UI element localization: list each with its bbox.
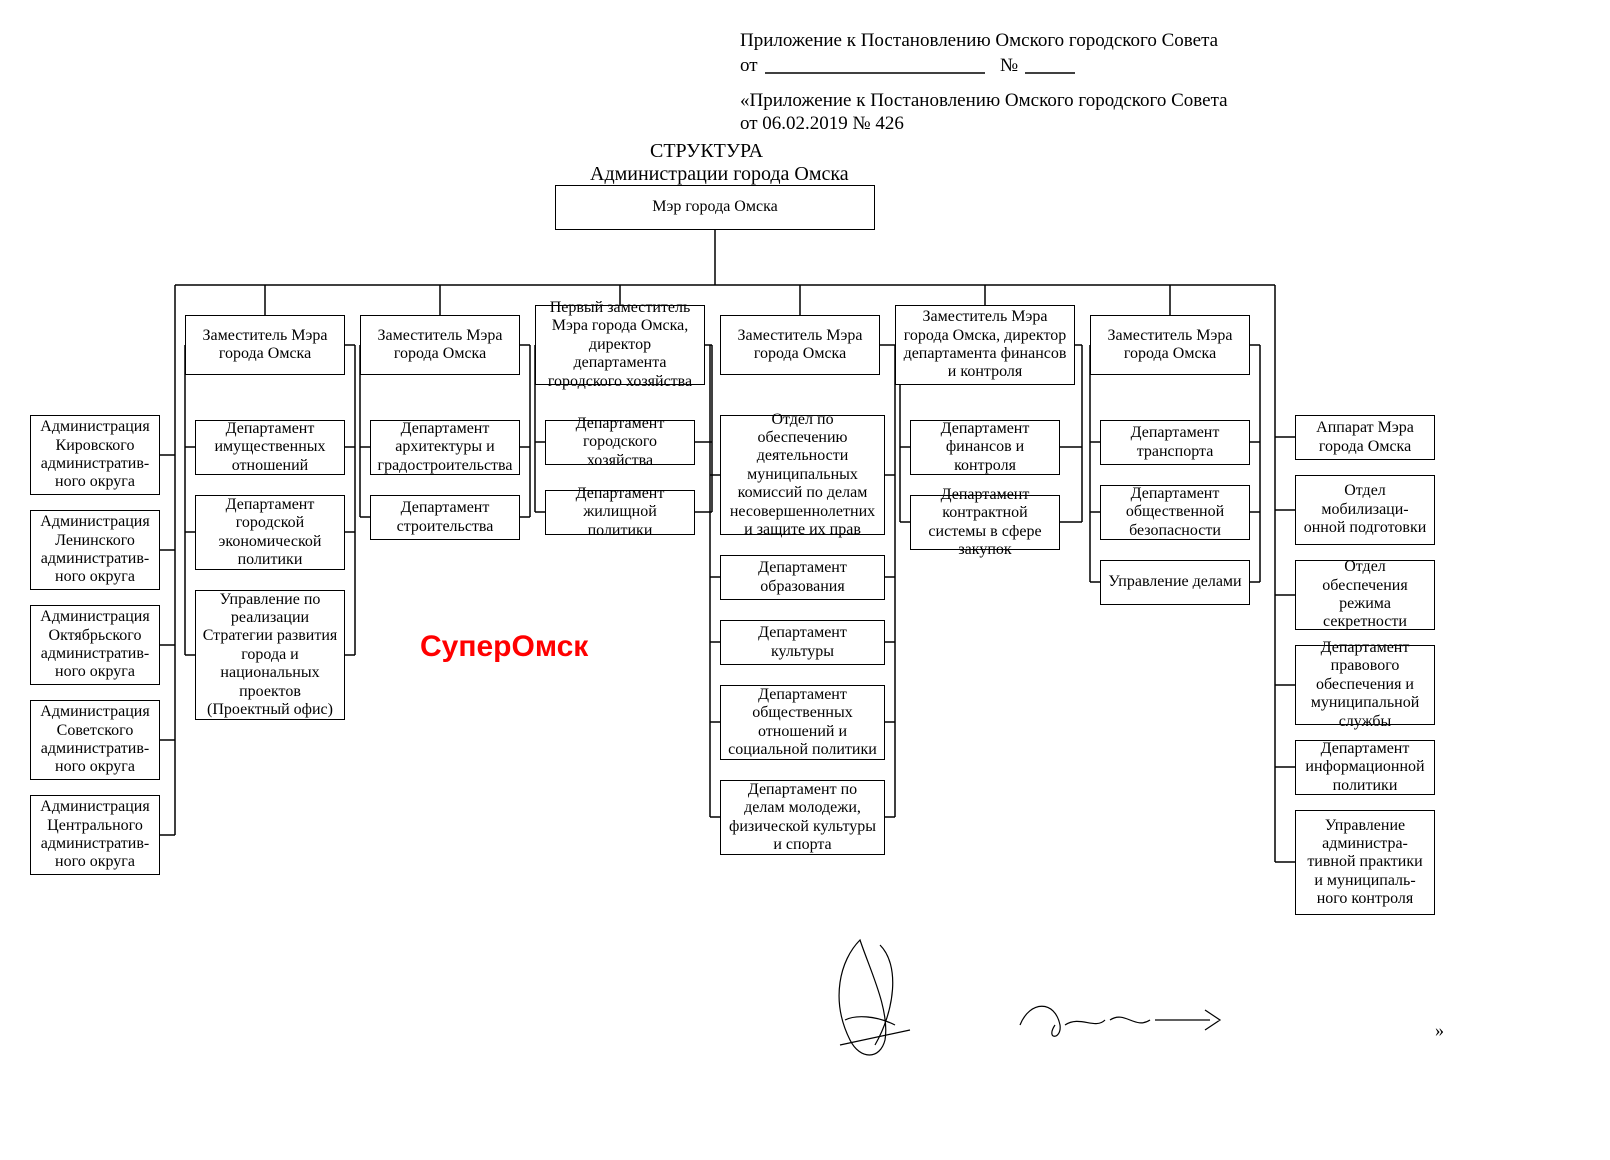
node-label-dep3: Первый заместитель Мэра города Омска, ди… [542,299,698,391]
node-label-d1a: Департамент имущественных отношений [202,420,338,475]
node-r3: Отдел обеспечения режима секретности [1295,560,1435,630]
node-d1b: Департамент городской экономической поли… [195,495,345,570]
node-label-l1: Администрация Кировского административ- … [37,418,153,492]
node-l1: Администрация Кировского административ- … [30,415,160,495]
node-d1c: Управление по реализации Стратегии разви… [195,590,345,720]
node-label-r1: Аппарат Мэра города Омска [1302,419,1428,456]
node-label-d4b: Департамент образования [727,559,878,596]
node-d4e: Департамент по делам молодежи, физическо… [720,780,885,855]
appendix-line-4: от 06.02.2019 № 426 [740,113,904,135]
node-label-d2b: Департамент строительства [377,499,513,536]
node-r1: Аппарат Мэра города Омска [1295,415,1435,460]
node-d6b: Департамент общественной безопасности [1100,485,1250,540]
node-dep1: Заместитель Мэра города Омска [185,315,345,375]
node-r5: Департамент информационной политики [1295,740,1435,795]
node-d4d: Департамент общественных отношений и соц… [720,685,885,760]
node-label-r3: Отдел обеспечения режима секретности [1302,558,1428,632]
node-r2: Отдел мобилизаци- онной подготовки [1295,475,1435,545]
closing-quote: » [1435,1020,1444,1041]
node-label-r6: Управление администра- тивной практики и… [1302,817,1428,909]
node-label-root: Мэр города Омска [652,198,777,216]
node-d2b: Департамент строительства [370,495,520,540]
node-d6a: Департамент транспорта [1100,420,1250,465]
node-label-d6b: Департамент общественной безопасности [1107,485,1243,540]
node-d4a: Отдел по обеспечению деятельности муници… [720,415,885,535]
node-dep2: Заместитель Мэра города Омска [360,315,520,375]
node-label-d3a: Департамент городского хозяйства [552,415,688,470]
node-l5: Администрация Центрального административ… [30,795,160,875]
node-label-dep4: Заместитель Мэра города Омска [727,327,873,364]
node-label-l5: Администрация Центрального административ… [37,798,153,872]
node-r4: Департамент правового обеспечения и муни… [1295,645,1435,725]
node-dep4: Заместитель Мэра города Омска [720,315,880,375]
node-dep3: Первый заместитель Мэра города Омска, ди… [535,305,705,385]
appendix-line-3: «Приложение к Постановлению Омского горо… [740,90,1228,112]
node-d5a: Департамент финансов и контроля [910,420,1060,475]
node-d5b: Департамент контрактной системы в сфере … [910,495,1060,550]
doc-title-1: СТРУКТУРА [650,140,763,163]
node-d6c: Управление делами [1100,560,1250,605]
node-label-l4: Администрация Советского административ- … [37,703,153,777]
node-label-d4e: Департамент по делам молодежи, физическо… [727,781,878,855]
node-label-r4: Департамент правового обеспечения и муни… [1302,639,1428,731]
node-label-d5b: Департамент контрактной системы в сфере … [917,486,1053,560]
node-l4: Администрация Советского административ- … [30,700,160,780]
node-label-d6a: Департамент транспорта [1107,424,1243,461]
appendix-line-2-no: № [1000,55,1018,77]
node-label-d3b: Департамент жилищной политики [552,485,688,540]
node-label-d5a: Департамент финансов и контроля [917,420,1053,475]
node-label-r5: Департамент информационной политики [1302,740,1428,795]
node-l2: Администрация Ленинского административ- … [30,510,160,590]
signature-2 [1010,985,1230,1055]
appendix-line-2-ot: от [740,55,758,77]
signature-1 [800,930,950,1070]
node-root: Мэр города Омска [555,185,875,230]
node-label-dep2: Заместитель Мэра города Омска [367,327,513,364]
node-label-d4d: Департамент общественных отношений и соц… [727,686,878,760]
org-chart-stage: Приложение к Постановлению Омского город… [0,0,1610,1160]
node-label-d6c: Управление делами [1108,573,1241,591]
node-l3: Администрация Октябрьского административ… [30,605,160,685]
node-d4b: Департамент образования [720,555,885,600]
node-label-l3: Администрация Октябрьского административ… [37,608,153,682]
node-d2a: Департамент архитектуры и градостроитель… [370,420,520,475]
node-d1a: Департамент имущественных отношений [195,420,345,475]
appendix-line-1: Приложение к Постановлению Омского город… [740,30,1218,52]
node-d3a: Департамент городского хозяйства [545,420,695,465]
node-label-d1c: Управление по реализации Стратегии разви… [202,591,338,720]
node-label-dep1: Заместитель Мэра города Омска [192,327,338,364]
node-label-dep6: Заместитель Мэра города Омска [1097,327,1243,364]
watermark-superomsk: СуперОмск [420,630,588,664]
node-d3b: Департамент жилищной политики [545,490,695,535]
node-label-d4c: Департамент культуры [727,624,878,661]
node-dep5: Заместитель Мэра города Омска, директор … [895,305,1075,385]
node-label-r2: Отдел мобилизаци- онной подготовки [1302,482,1428,537]
node-d4c: Департамент культуры [720,620,885,665]
node-r6: Управление администра- тивной практики и… [1295,810,1435,915]
node-label-dep5: Заместитель Мэра города Омска, директор … [902,308,1068,382]
node-label-d1b: Департамент городской экономической поли… [202,496,338,570]
doc-title-2: Администрации города Омска [590,163,849,186]
node-dep6: Заместитель Мэра города Омска [1090,315,1250,375]
node-label-d2a: Департамент архитектуры и градостроитель… [377,420,513,475]
node-label-l2: Администрация Ленинского административ- … [37,513,153,587]
node-label-d4a: Отдел по обеспечению деятельности муници… [727,411,878,540]
